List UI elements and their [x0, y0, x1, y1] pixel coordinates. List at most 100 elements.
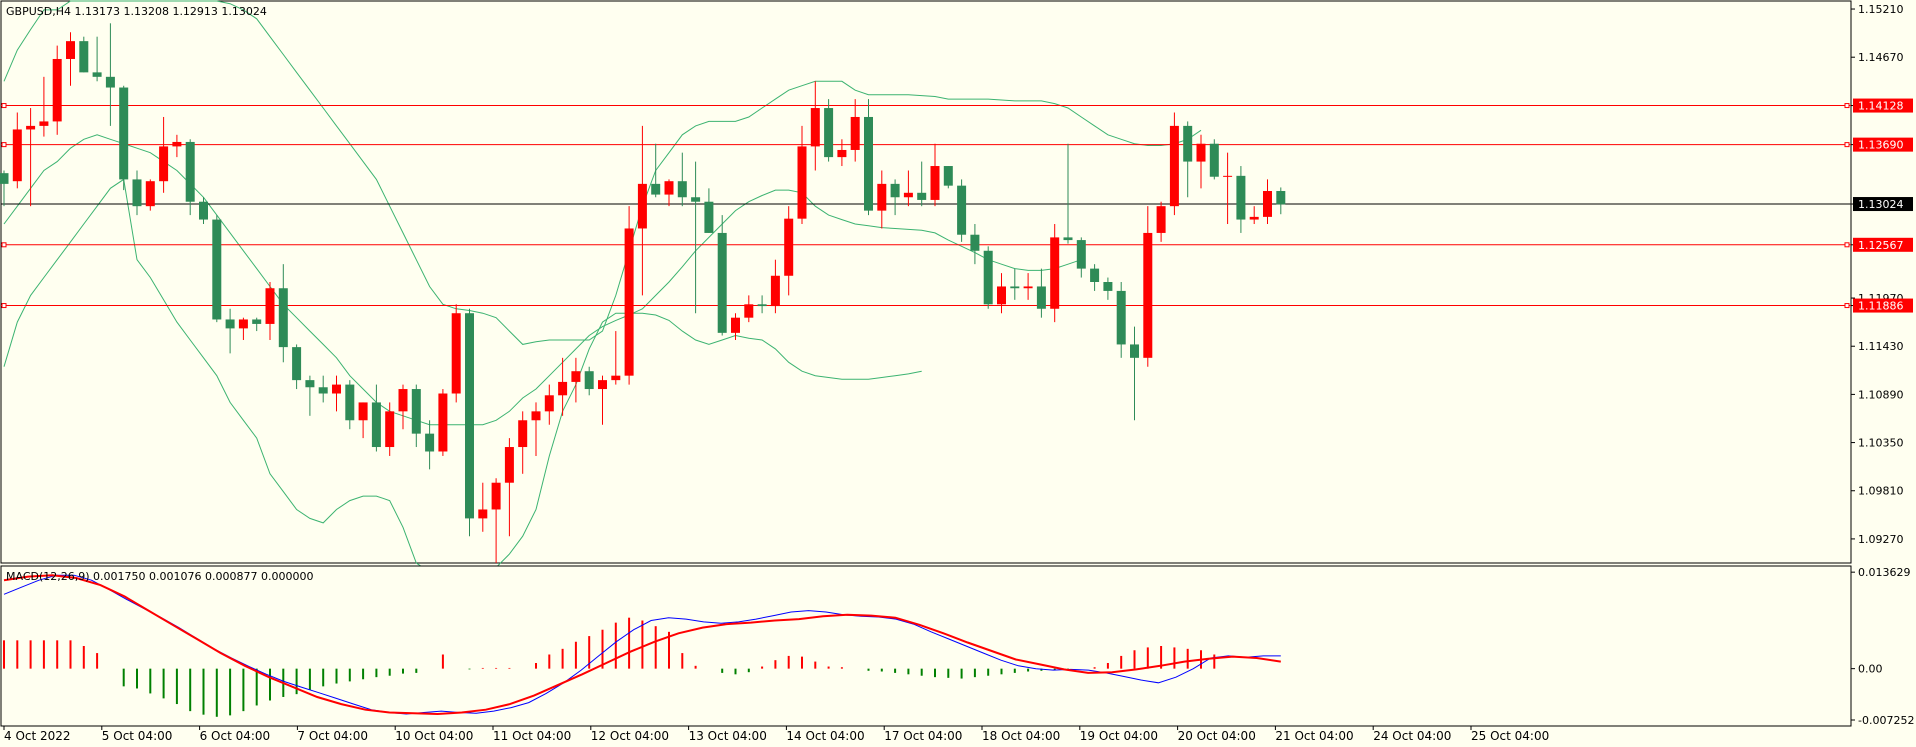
- candle: [358, 402, 368, 439]
- candle-body: [611, 375, 621, 381]
- candle: [651, 143, 661, 198]
- candle: [757, 295, 767, 314]
- level-handle-right[interactable]: [1844, 142, 1850, 148]
- time-tick-label: 4 Oct 2022: [4, 729, 71, 743]
- candle: [425, 420, 435, 470]
- candle: [598, 375, 607, 425]
- candle: [624, 206, 634, 385]
- candle-body: [1156, 206, 1166, 233]
- main-panel-frame: [0, 0, 1852, 564]
- candle: [824, 99, 834, 162]
- time-tick-label: 17 Oct 04:00: [884, 729, 962, 743]
- candle-body: [651, 183, 661, 195]
- candle: [345, 380, 355, 430]
- candle: [371, 384, 381, 452]
- candle-body: [1276, 191, 1286, 205]
- candle: [677, 152, 687, 207]
- time-tick-label: 11 Oct 04:00: [493, 729, 571, 743]
- candle: [119, 85, 129, 191]
- candle-body: [1263, 191, 1272, 217]
- candle: [66, 32, 75, 86]
- candle-body: [1143, 232, 1153, 358]
- candle-body: [318, 387, 328, 394]
- candle-body: [518, 420, 528, 448]
- candle-body: [66, 41, 75, 59]
- candle: [1023, 273, 1033, 300]
- candle: [265, 282, 275, 340]
- candle: [478, 482, 488, 532]
- candle-body: [1249, 216, 1259, 220]
- candle-body: [717, 232, 727, 333]
- candle: [12, 112, 22, 189]
- price-tag-label: 1.14128: [1858, 100, 1904, 113]
- level-handle-left[interactable]: [1, 142, 7, 148]
- level-handle-right[interactable]: [1844, 103, 1850, 109]
- candle: [1116, 282, 1126, 358]
- candle: [1063, 143, 1073, 244]
- candle-body: [238, 319, 248, 329]
- candle: [997, 273, 1006, 314]
- candle-body: [478, 509, 488, 519]
- level-handle-left[interactable]: [1, 303, 7, 309]
- candle-body: [105, 76, 115, 88]
- candle: [544, 384, 554, 425]
- candle: [26, 108, 36, 207]
- candle-body: [1023, 286, 1033, 289]
- macd-axis[interactable]: 0.013629 0.00 -0.007252: [1851, 566, 1914, 727]
- candle: [1183, 121, 1193, 198]
- candle: [212, 215, 222, 323]
- candle: [185, 139, 195, 216]
- candle-body: [770, 275, 780, 307]
- time-tick-label: 13 Oct 04:00: [689, 729, 767, 743]
- candle-body: [1063, 237, 1073, 241]
- price-tag-label: 1.11886: [1858, 300, 1904, 313]
- candle-body: [145, 181, 155, 207]
- candle-body: [731, 317, 740, 333]
- candle: [504, 438, 514, 537]
- candle-body: [797, 146, 807, 219]
- candle-body: [345, 384, 355, 421]
- time-tick-label: 14 Oct 04:00: [786, 729, 864, 743]
- time-tick-label: 6 Oct 04:00: [200, 729, 271, 743]
- candle: [957, 179, 967, 242]
- candle-body: [1223, 175, 1233, 177]
- candle-body: [531, 411, 541, 421]
- candle-body: [79, 41, 89, 73]
- candle-body: [1209, 143, 1219, 177]
- macd-panel: MACD(12,26,9) 0.001750 0.001076 0.000877…: [0, 565, 1852, 727]
- candle: [1076, 237, 1086, 278]
- macd-tick-label: 0.013629: [1858, 566, 1911, 579]
- candle-body: [784, 218, 794, 276]
- candle: [252, 317, 262, 332]
- candle-body: [890, 183, 900, 198]
- candle-body: [1050, 237, 1060, 309]
- candle-body: [252, 319, 262, 324]
- main-title: GBPUSD,H4 1.13173 1.13208 1.12913 1.1302…: [6, 5, 267, 18]
- candle: [1050, 224, 1060, 323]
- candle-body: [12, 129, 22, 182]
- candle: [438, 389, 448, 456]
- candle: [1236, 166, 1246, 233]
- candle-body: [1010, 286, 1020, 289]
- price-tag-label: 1.13024: [1858, 198, 1904, 211]
- candle: [943, 166, 953, 189]
- time-tick-label: 19 Oct 04:00: [1080, 729, 1158, 743]
- candle-body: [877, 183, 887, 211]
- macd-panel-frame: [0, 565, 1852, 727]
- candle: [92, 36, 102, 82]
- candle-body: [903, 192, 913, 198]
- candle-body: [704, 201, 714, 233]
- time-tick-label: 12 Oct 04:00: [591, 729, 669, 743]
- price-axis[interactable]: 1.15210 1.14670 1.14128 1.13690 1.13024 1.125…: [1851, 3, 1913, 546]
- level-handle-left[interactable]: [1, 103, 7, 109]
- level-handle-left[interactable]: [1, 242, 7, 248]
- candle-body: [1196, 143, 1206, 162]
- candle: [1223, 152, 1233, 225]
- level-handle-right[interactable]: [1844, 242, 1850, 248]
- candle: [837, 139, 847, 167]
- time-tick-label: 20 Oct 04:00: [1178, 729, 1256, 743]
- candle: [318, 375, 328, 403]
- candle-body: [1036, 286, 1046, 309]
- level-handle-right[interactable]: [1844, 303, 1850, 309]
- time-axis[interactable]: 4 Oct 2022 5 Oct 04:00 6 Oct 04:00 7 Oct 04…: [3, 726, 1549, 743]
